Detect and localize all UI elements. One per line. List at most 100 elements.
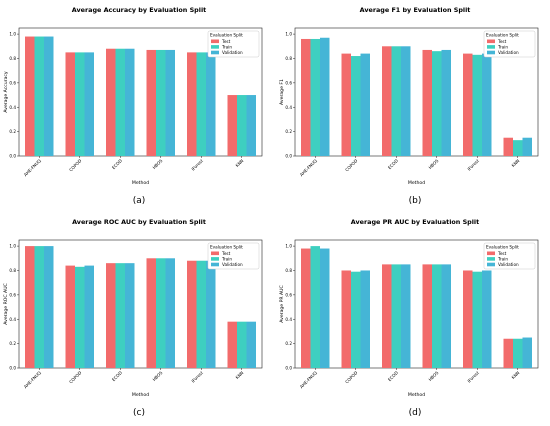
bar-validation-iforest [206,52,216,156]
legend-label-test: Test [497,251,507,256]
bar-validation-ecod [401,46,411,156]
bar-test-ahe-fnuq [25,246,35,368]
bar-validation-copod [360,270,370,368]
y-tick-label: 0.6 [9,292,16,297]
bar-test-ecod [382,264,392,368]
bar-validation-iforest [482,53,492,156]
bar-test-copod [341,53,351,156]
legend-swatch-train [487,257,495,261]
x-tick-label: COPOD [344,370,358,384]
legend-swatch-validation [487,50,495,55]
bar-validation-knn [522,337,532,368]
legend-swatch-validation [211,50,219,55]
y-tick-label: 0.2 [285,341,292,346]
bar-test-ahe-fnuq [25,36,35,156]
y-tick-label: 0.4 [285,317,292,322]
legend-label-train: Train [221,256,232,261]
x-tick-label: COPOD [68,370,82,384]
x-tick-label: KNN [235,158,245,168]
bar-train-ecod [391,46,401,156]
bar-train-ecod [391,264,401,368]
bar-validation-knn [246,95,256,156]
legend-title: Evaluation Split [210,245,243,250]
bar-test-ecod [106,263,116,368]
y-tick-label: 0.4 [9,105,16,110]
legend-swatch-test [211,39,219,44]
y-tick-label: 1.0 [9,32,16,37]
bar-train-copod [75,266,85,368]
bar-train-hbos [156,49,166,156]
legend-swatch-test [487,39,495,44]
x-axis-label: Method [408,392,425,398]
bar-test-iforest [463,53,473,156]
bar-train-hbos [156,258,166,368]
chart-panel-1: Average Accuracy by Evaluation Split 0.0 0… [3,6,263,206]
y-tick-label: 0.4 [9,317,16,322]
bar-test-knn [503,137,513,156]
chart-panel-2: Average F1 by Evaluation Split 0.0 0.2 0.4 0… [279,6,539,206]
legend-label-test: Test [497,39,507,44]
bar-test-copod [341,270,351,368]
bar-train-ahe-fnuq [34,36,44,156]
bar-test-hbos [146,49,156,156]
legend-label-train: Train [497,256,508,261]
bar-train-copod [351,56,361,156]
bar-test-iforest [463,270,473,368]
x-tick-label: IForest [466,370,480,384]
bar-validation-ecod [125,48,135,156]
x-tick-label: AHE-FNUQ [299,370,319,390]
x-tick-label: IForest [190,158,204,172]
legend-label-validation: Validation [498,50,519,55]
y-tick-label: 1.0 [285,244,292,249]
bar-validation-ahe-fnuq [320,37,330,156]
bar-validation-knn [522,137,532,156]
bar-train-hbos [432,264,442,368]
x-axis-label: Method [132,392,149,398]
bar-validation-hbos [165,258,175,368]
x-tick-label: COPOD [344,158,358,172]
x-tick-label: ECOD [111,158,123,170]
chart-title: Average F1 by Evaluation Split [360,6,471,14]
legend-swatch-test [487,251,495,256]
bar-test-copod [65,52,75,156]
x-tick-label: AHE-FNUQ [299,158,319,178]
legend-title: Evaluation Split [486,245,519,250]
x-tick-label: KNN [235,370,245,380]
bar-test-ecod [382,46,392,156]
y-tick-label: 0.6 [9,80,16,85]
y-tick-label: 0.8 [9,268,16,273]
bar-train-iforest [472,271,482,368]
bar-test-iforest [187,52,197,156]
bar-validation-hbos [165,49,175,156]
x-tick-label: HBOS [152,370,164,382]
bar-validation-hbos [441,264,451,368]
plot-frame [18,239,263,369]
bar-train-iforest [472,54,482,156]
bar-validation-iforest [482,270,492,368]
bar-test-knn [227,321,237,368]
legend-swatch-validation [211,262,219,267]
bar-train-copod [351,271,361,368]
y-tick-label: 0.2 [285,129,292,134]
bar-test-ahe-fnuq [301,248,311,368]
x-tick-label: IForest [466,158,480,172]
legend-swatch-train [211,257,219,261]
bar-test-iforest [187,260,197,368]
bar-validation-ahe-fnuq [320,248,330,368]
bar-test-hbos [422,264,432,368]
legend-label-validation: Validation [222,50,243,55]
bar-train-ahe-fnuq [34,246,44,368]
x-tick-label: HBOS [152,158,164,170]
panel-label: (a) [133,196,146,206]
legend-label-validation: Validation [222,262,243,267]
y-tick-label: 1.0 [285,32,292,37]
plot-frame [18,27,263,157]
x-tick-label: IForest [190,370,204,384]
bar-validation-ahe-fnuq [44,246,54,368]
legend-label-test: Test [221,251,231,256]
legend-label-train: Train [497,44,508,49]
y-tick-label: 0.8 [9,56,16,61]
panel-label: (c) [133,408,145,418]
y-tick-label: 0.4 [285,105,292,110]
